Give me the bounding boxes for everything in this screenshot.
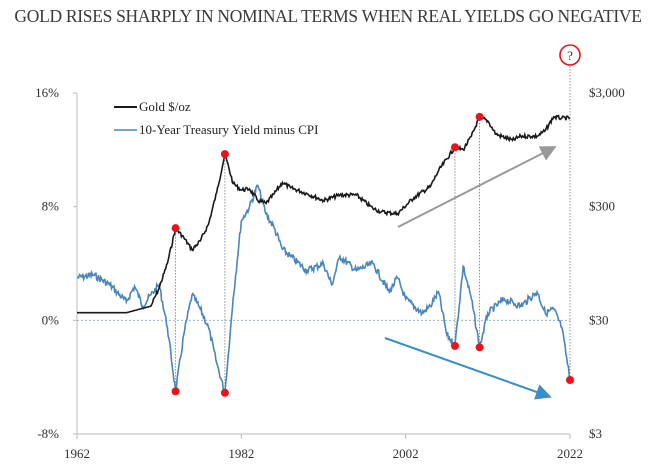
x-tick-label: 2022: [557, 446, 583, 461]
series-lines: [76, 114, 571, 394]
y-right-tick-label: $3: [589, 426, 602, 441]
axes: 16% 8% 0% -8% $3,000 $300 $30 $3 1962 1982 2002 202…: [35, 85, 625, 461]
gold-line: [77, 114, 571, 314]
annotations: ?: [171, 44, 581, 400]
gold-peak-marker: [220, 150, 229, 159]
chart-title: GOLD RISES SHARPLY IN NOMINAL TERMS WHEN…: [14, 6, 642, 26]
question-mark-label: ?: [567, 48, 573, 63]
legend: Gold $/oz 10-Year Treasury Yield minus C…: [114, 99, 319, 137]
y-left-tick-label: 16%: [35, 85, 59, 100]
question-mark-circle: [559, 44, 581, 66]
gold-peak-marker: [171, 224, 180, 233]
yield-trough-marker: [171, 387, 180, 396]
y-right-tick-label: $3,000: [589, 85, 625, 100]
yield-trough-marker: [475, 343, 484, 352]
legend-label-real-yield: 10-Year Treasury Yield minus CPI: [139, 122, 319, 137]
gold-trend-arrow: [397, 146, 557, 228]
x-tick-label: 2002: [393, 446, 419, 461]
y-right-tick-label: $30: [589, 312, 609, 327]
x-tick-label: 1962: [64, 446, 90, 461]
gold-peak-marker: [475, 112, 484, 121]
real-yield-line: [76, 184, 571, 394]
y-left-tick-label: -8%: [37, 426, 59, 441]
y-left-tick-label: 8%: [42, 199, 60, 214]
yield-trend-arrow: [384, 337, 552, 400]
legend-label-gold: Gold $/oz: [139, 99, 191, 114]
y-right-tick-label: $300: [589, 199, 615, 214]
y-left-tick-label: 0%: [42, 312, 60, 327]
yield-trough-marker: [566, 376, 574, 385]
yield-trough-marker: [450, 341, 459, 350]
x-tick-label: 1982: [228, 446, 254, 461]
gold-peak-marker: [450, 143, 459, 152]
yield-trough-marker: [220, 388, 229, 397]
